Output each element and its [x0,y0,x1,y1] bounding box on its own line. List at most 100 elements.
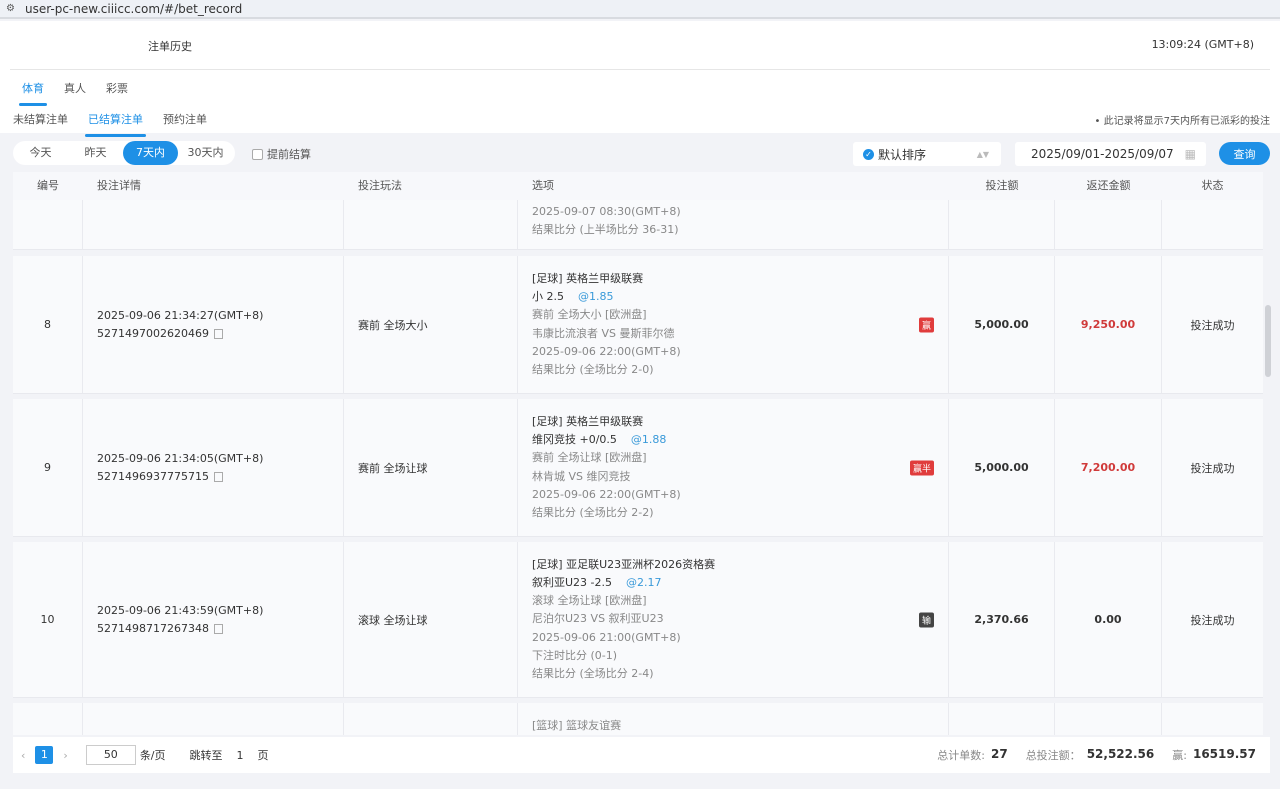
table-row[interactable]: 2025-09-07 08:30(GMT+8) 结果比分 (上半场比分 36-31… [13,200,1263,250]
query-button[interactable]: 查询 [1219,142,1270,165]
option-line: 小 2.5 @1.85 [532,288,681,306]
subtab-0[interactable]: 未结算注单 [13,113,68,126]
bet-details: 2025-09-06 21:43:59(GMT+8) 52714987172673… [83,542,344,697]
page-unit: 页 [257,749,269,762]
bet-time: 2025-09-06 21:34:27(GMT+8) [97,308,264,322]
return-amount [1055,200,1162,249]
count-label: 总计单数: [937,749,985,762]
table-row[interactable]: 8 2025-09-06 21:34:27(GMT+8) 5271497002620… [13,256,1263,394]
table-body[interactable]: 2025-09-07 08:30(GMT+8) 结果比分 (上半场比分 36-31… [13,200,1263,735]
odds: @2.17 [626,575,662,589]
table-row[interactable]: 9 2025-09-06 21:34:05(GMT+8) 5271496937775… [13,399,1263,537]
column-header: 编号 [37,179,59,192]
option-line: 尼泊尔U23 VS 叙利亚U23 [532,610,715,628]
tab-0[interactable]: 体育 [19,80,47,106]
address-bar[interactable]: ⚙ user-pc-new.ciiicc.com/#/bet_record [0,0,1280,19]
check-icon: ✓ [863,148,874,160]
return-amount: 7,200.00 [1055,399,1162,536]
option-line: 2025-09-06 22:00(GMT+8) [532,486,681,504]
stake-value: 52,522.56 [1086,747,1155,761]
stake [949,200,1055,249]
option-text: [篮球] 篮球友谊赛 [532,719,622,732]
date-range-input[interactable]: 2025/09/01-2025/09/07 ▦ [1015,142,1206,166]
option-line: 韦康比流浪者 VS 曼斯菲尔德 [532,325,681,343]
stake-label: 总投注额： [1025,749,1081,762]
page-size-input[interactable]: 50 [85,745,136,765]
calendar-icon[interactable]: ▦ [1184,147,1196,161]
return-amount: 9,250.00 [1055,256,1162,393]
bet-id-line: 5271496937775715 [97,468,263,486]
option-line: 叙利亚U23 -2.5 @2.17 [532,574,715,592]
option-text: [足球] 英格兰甲级联赛 [532,271,644,285]
table-header: 编号 投注详情 投注玩法 选项 投注额 返还金额 状态 [13,172,1263,200]
option-line: 2025-09-06 21:00(GMT+8) [532,629,715,647]
table-row[interactable]: 10 2025-09-06 21:43:59(GMT+8) 527149871726… [13,542,1263,698]
copy-icon[interactable] [213,623,223,634]
subtab-2[interactable]: 预约注单 [163,113,207,126]
option-line: [足球] 亚足联U23亚洲杯2026资格赛 [532,556,715,574]
option-line: 结果比分 (全场比分 2-0) [532,361,681,379]
date-range-value: 2025/09/01-2025/09/07 [1031,147,1174,161]
range-0[interactable]: 今天 [29,146,52,159]
option-text: 2025-09-06 22:00(GMT+8) [532,344,681,358]
option-text: 林肯城 VS 维冈竞技 [532,469,631,483]
win-value: 16519.57 [1192,747,1256,761]
column-header: 投注详情 [97,179,141,192]
early-settle-checkbox[interactable]: 提前结算 [252,146,311,162]
jump-input[interactable]: 1 [236,748,244,762]
option-text: 叙利亚U23 -2.5 [532,575,613,589]
category-tabs: 体育 真人 彩票 [19,80,128,106]
stake [949,703,1055,735]
bet-time: 2025-09-06 21:34:05(GMT+8) [97,451,264,465]
option-text: 下注时比分 (0-1) [532,648,618,662]
result-badge: 赢 [918,317,934,332]
updown-icon: ▲▼ [976,149,989,159]
sort-select[interactable]: ✓ 默认排序 ▲▼ [853,142,1001,166]
range-3[interactable]: 30天内 [187,146,224,159]
bet-type: 赛前 全场让球 [344,399,518,536]
copy-icon[interactable] [213,471,223,482]
bet-options: [足球] 英格兰甲级联赛 维冈竞技 +0/0.5 @1.88 赛前 全场让球 [欧洲盘… [518,399,949,536]
tab-2[interactable]: 彩票 [106,82,128,95]
option-line: 赛前 全场大小 [欧洲盘] [532,306,681,324]
next-page-button[interactable]: › [63,748,68,762]
copy-icon[interactable] [213,328,223,339]
stake: 5,000.00 [949,256,1055,393]
return-amount: 0.00 [1055,542,1162,697]
option-line: 结果比分 (全场比分 2-4) [532,665,715,683]
per-page-label: 条/页 [139,749,166,762]
row-number: 10 [13,542,83,697]
option-text: 2025-09-07 08:30(GMT+8) [532,204,681,218]
status-tabs: 未结算注单 已结算注单 预约注单 [13,111,207,137]
bet-options: [足球] 亚足联U23亚洲杯2026资格赛 叙利亚U23 -2.5 @2.17 滚球 … [518,542,949,697]
status [1162,200,1263,249]
divider [10,69,1270,70]
page-1-button[interactable]: 1 [35,746,54,764]
option-text: [足球] 英格兰甲级联赛 [532,414,644,428]
option-text: [足球] 亚足联U23亚洲杯2026资格赛 [532,557,716,571]
scrollbar[interactable] [1265,305,1271,377]
footer: ‹ 1 › 50 条/页 跳转至 1 页 总计单数: 27 总投注额： 52,522… [13,737,1270,773]
option-text: 2025-09-06 22:00(GMT+8) [532,487,681,501]
bet-options: [足球] 英格兰甲级联赛小 2.5 @1.85 赛前 全场大小 [欧洲盘] 韦康比流浪… [518,256,949,393]
bet-id: 5271498717267348 [97,621,209,635]
stake: 5,000.00 [949,399,1055,536]
range-1[interactable]: 昨天 [84,146,107,159]
prev-page-button[interactable]: ‹ [21,748,26,762]
tab-1[interactable]: 真人 [64,82,86,95]
site-info-icon[interactable]: ⚙ [6,3,15,14]
sort-value: 默认排序 [878,147,927,162]
status: 投注成功 [1190,318,1235,332]
column-header: 投注玩法 [358,179,402,192]
checkbox-box[interactable] [252,148,263,160]
table-row[interactable]: [篮球] 篮球友谊赛 [13,703,1263,735]
subtab-1[interactable]: 已结算注单 [85,111,146,137]
option-text: 韦康比流浪者 VS 曼斯菲尔德 [532,326,675,340]
bet-type: 赛前 全场大小 [344,256,518,393]
range-2[interactable]: 7天内 [123,141,178,165]
url-text: user-pc-new.ciiicc.com/#/bet_record [24,1,243,16]
count-value: 27 [990,747,1008,761]
clock: 13:09:24 (GMT+8) [1151,38,1254,51]
option-text: 尼泊尔U23 VS 叙利亚U23 [532,612,664,626]
bet-details: 2025-09-06 21:34:05(GMT+8) 52714969377757… [83,399,344,536]
